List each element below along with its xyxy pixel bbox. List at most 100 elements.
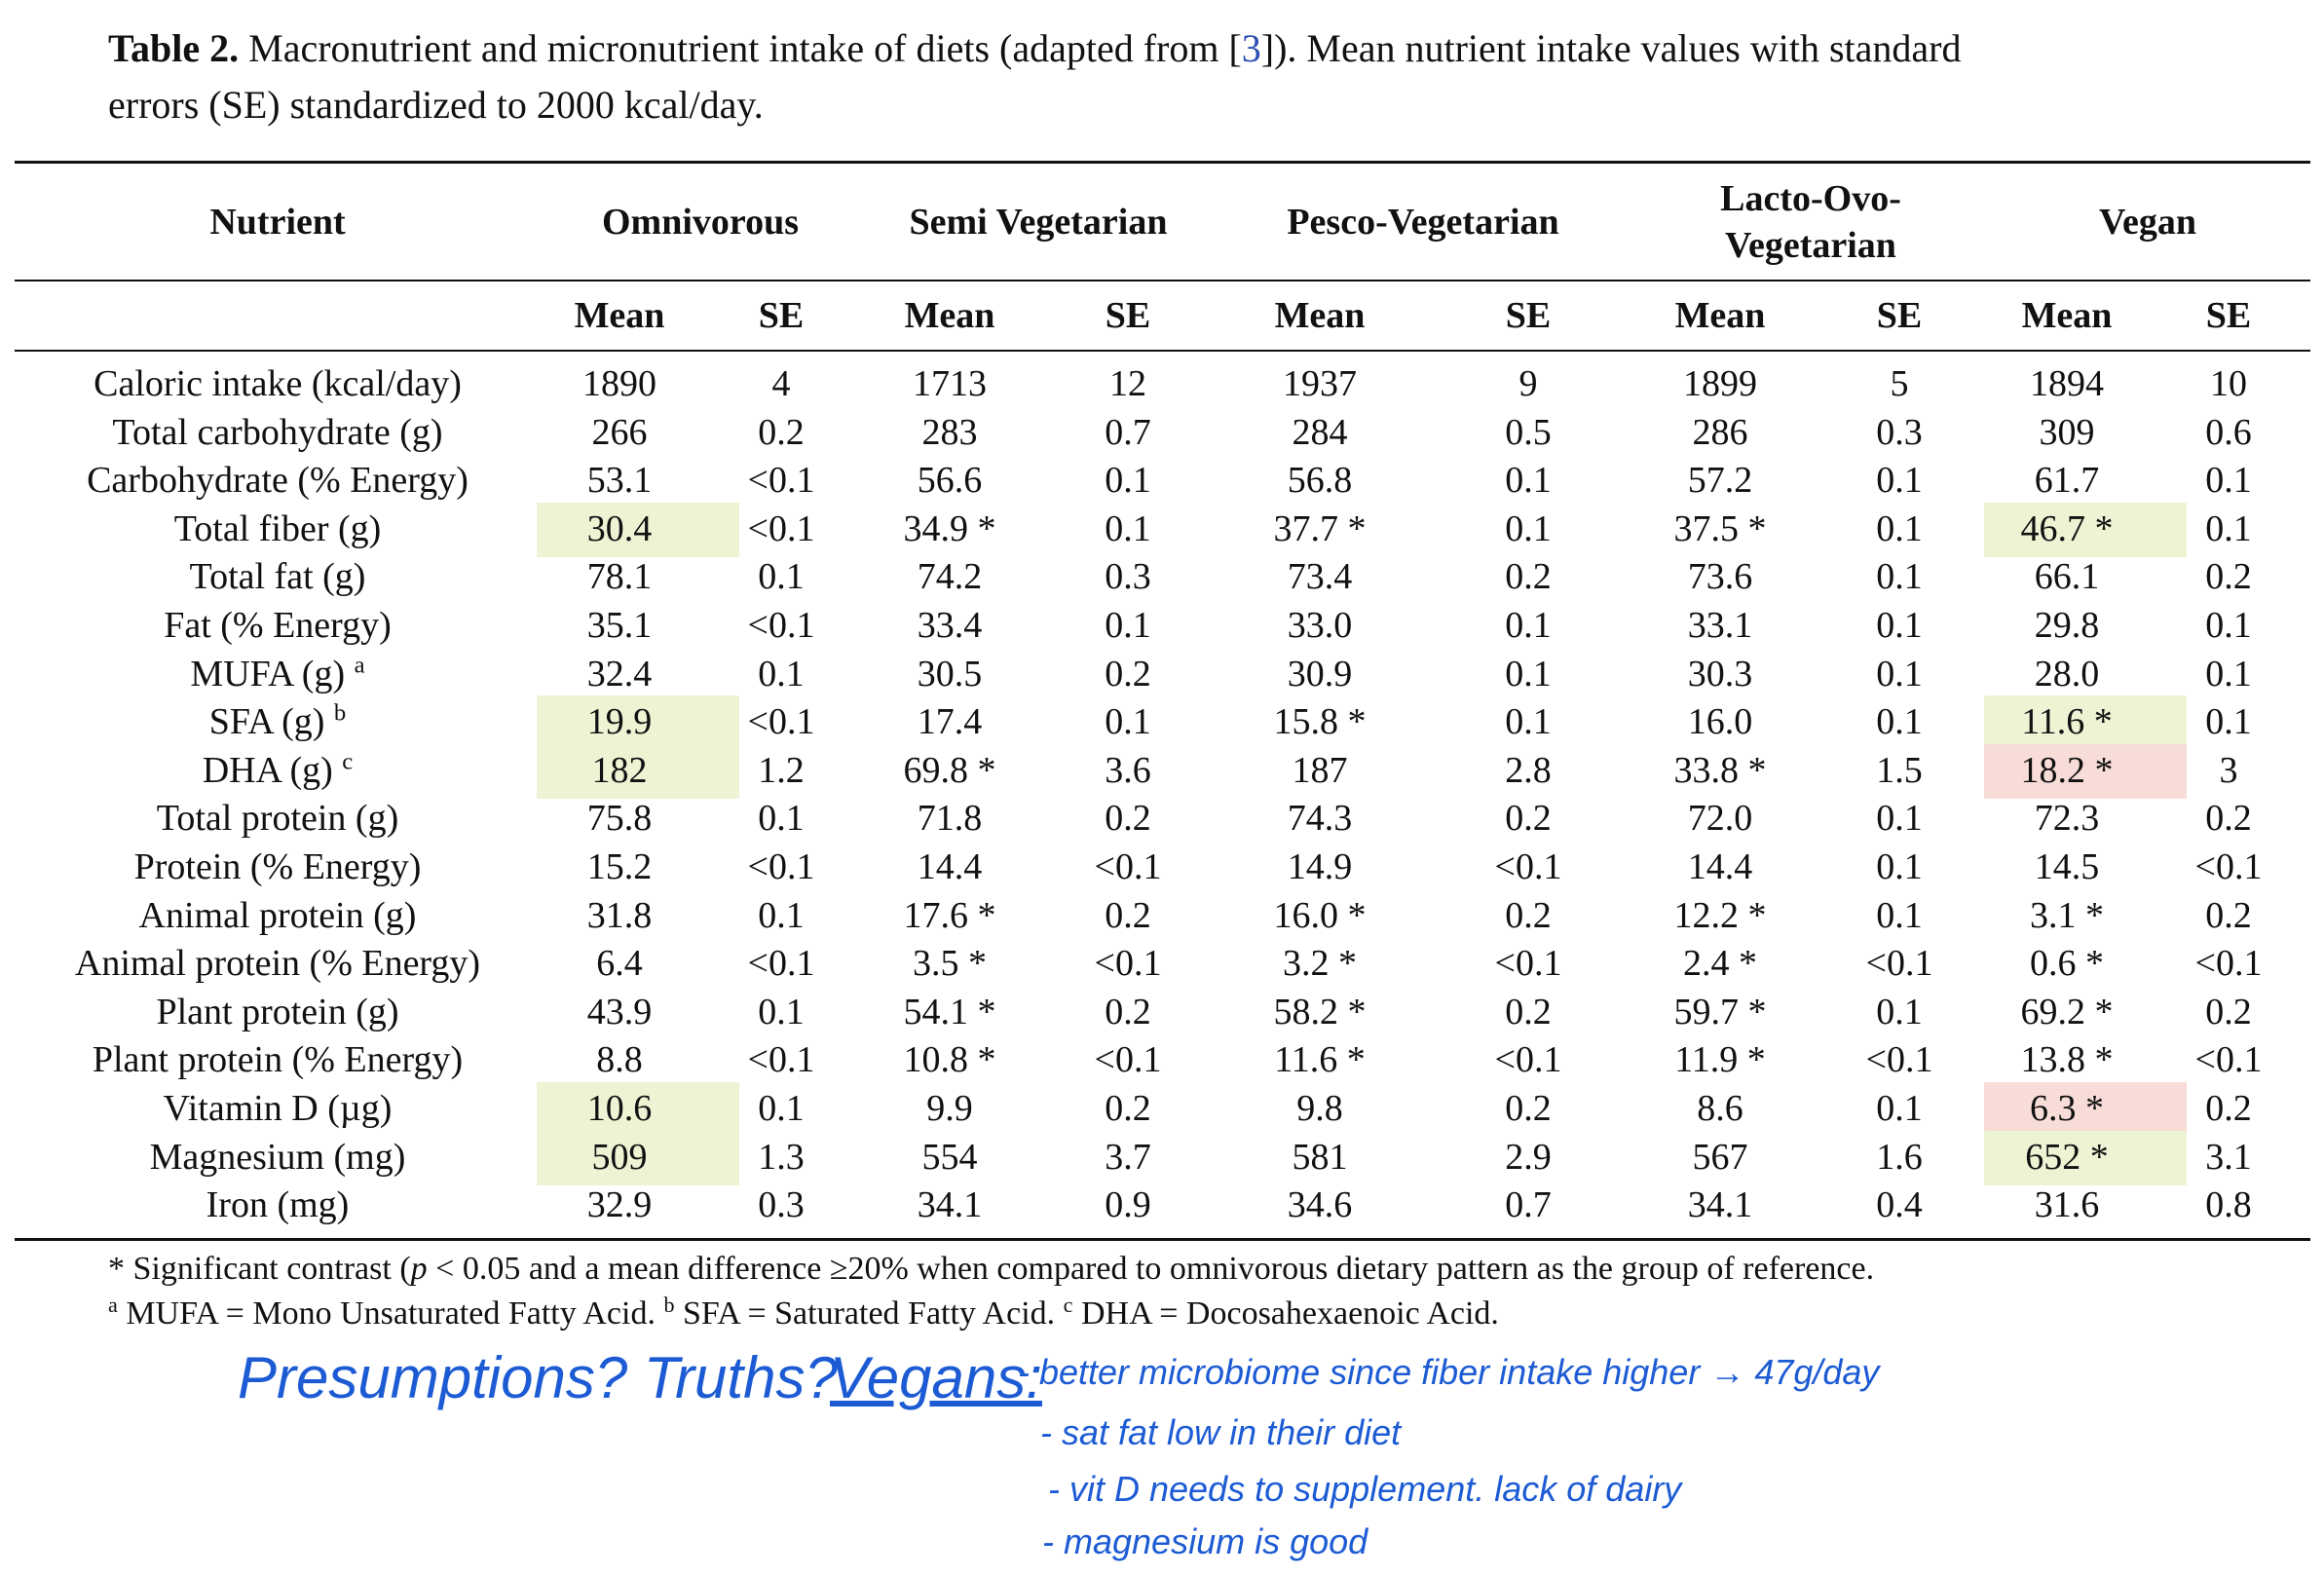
subheader-rule <box>15 350 2310 352</box>
table-cell: 1.2 <box>758 749 805 791</box>
table-cell: 0.2 <box>1505 798 1552 840</box>
table-cell: 0.1 <box>1876 605 1923 646</box>
table-cell: 0.1 <box>1505 460 1552 502</box>
table-cell: 1890 <box>582 363 656 404</box>
table-cell: 0.3 <box>1105 556 1151 598</box>
table-cell: 2.8 <box>1505 749 1552 791</box>
table-cell: 37.5 * <box>1673 507 1767 549</box>
nutrient-name: DHA (g) <box>202 749 333 791</box>
table-cell: 0.1 <box>758 991 805 1032</box>
footnote-mark: b <box>333 699 347 727</box>
table-cell: 11.9 * <box>1674 1039 1766 1081</box>
table-cell: 0.1 <box>1105 507 1151 549</box>
row-label: Fat (% Energy) <box>164 604 392 647</box>
table-cell: 30.9 <box>1287 653 1353 694</box>
table-cell: 17.4 <box>917 701 983 743</box>
table-cell: <0.1 <box>747 846 815 887</box>
table-cell: <0.1 <box>747 943 815 985</box>
table-cell: 31.8 <box>586 894 653 936</box>
table-cell: 30.3 <box>1687 653 1753 694</box>
nutrient-name: Vitamin D (µg) <box>163 1088 393 1129</box>
footnote-text: * Significant contrast ( <box>108 1251 411 1287</box>
table-cell: 0.6 * <box>2030 943 2104 985</box>
table-cell: 0.1 <box>1876 991 1923 1032</box>
table-cell: <0.1 <box>1494 943 1562 985</box>
table-cell: 0.2 <box>1105 798 1151 840</box>
nutrient-name: SFA (g) <box>208 701 325 743</box>
table-cell: 3.5 * <box>913 943 987 985</box>
table-cell: 12.2 * <box>1673 894 1767 936</box>
table-cell: <0.1 <box>2194 1039 2263 1081</box>
nutrient-name: Plant protein (% Energy) <box>92 1039 464 1081</box>
row-label: Protein (% Energy) <box>134 845 422 888</box>
table-cell: 16.0 <box>1687 701 1753 743</box>
table-cell: 5 <box>1890 363 1909 404</box>
nutrient-name: Carbohydrate (% Energy) <box>87 460 469 502</box>
row-label: Caloric intake (kcal/day) <box>94 362 462 405</box>
table-cell: <0.1 <box>747 1039 815 1081</box>
row-label: Plant protein (g) <box>156 991 398 1033</box>
table-cell: 11.6 * <box>1274 1039 1366 1081</box>
footnote-symbol: p <box>410 1251 428 1287</box>
table-cell: 0.1 <box>1876 846 1923 887</box>
table-cell: 46.7 * <box>2020 507 2114 549</box>
table-cell: 0.1 <box>2205 653 2252 694</box>
table-cell: 56.6 <box>917 460 983 502</box>
nutrient-name: Total fat (g) <box>189 556 366 598</box>
table-cell: 0.1 <box>1505 507 1552 549</box>
subheader: SE <box>2205 295 2252 336</box>
table-cell: 187 <box>1292 749 1348 791</box>
table-cell: 10.6 <box>586 1088 653 1129</box>
table-cell: 9.8 <box>1296 1088 1343 1129</box>
table-cell: 283 <box>921 411 978 453</box>
table-cell: 286 <box>1692 411 1748 453</box>
caption-line: errors (SE) standardized to 2000 kcal/da… <box>108 82 764 128</box>
table-cell: 72.0 <box>1687 798 1753 840</box>
caption-text: errors (SE) standardized to 2000 kcal/da… <box>108 83 764 127</box>
row-label: Magnesium (mg) <box>150 1136 406 1179</box>
nutrient-name: Animal protein (g) <box>138 894 417 936</box>
table-cell: 72.3 <box>2034 798 2100 840</box>
table-cell: 0.2 <box>1505 1088 1552 1129</box>
table-cell: 3.6 <box>1105 749 1151 791</box>
table-cell: 652 * <box>2025 1136 2109 1178</box>
subheader: SE <box>1105 295 1151 336</box>
handwritten-point: - sat fat low in their diet <box>1040 1412 1402 1452</box>
table-cell: 0.1 <box>1876 653 1923 694</box>
nutrient-name: Fat (% Energy) <box>164 605 392 646</box>
table-cell: 0.1 <box>2205 605 2252 646</box>
table-cell: 1937 <box>1283 363 1357 404</box>
table-cell: 10 <box>2210 363 2247 404</box>
table-cell: 0.7 <box>1505 1184 1552 1226</box>
table-cell: 30.5 <box>917 653 983 694</box>
table-cell: 37.7 * <box>1273 507 1367 549</box>
table-cell: 69.2 * <box>2020 991 2114 1032</box>
row-label: Animal protein (% Energy) <box>75 942 480 985</box>
nutrient-name: MUFA (g) <box>190 653 346 694</box>
row-label: Total fat (g) <box>190 555 366 598</box>
nutrient-name: Plant protein (g) <box>156 991 399 1032</box>
row-label: Plant protein (% Energy) <box>93 1038 463 1081</box>
table-cell: 3 <box>2219 749 2238 791</box>
table-cell: 16.0 * <box>1273 894 1367 936</box>
table-cell: 0.9 <box>1105 1184 1151 1226</box>
table-cell: 28.0 <box>2034 653 2100 694</box>
table-cell: 0.2 <box>2205 1088 2252 1129</box>
caption-label: Table 2. <box>108 26 240 70</box>
table-cell: 266 <box>591 411 648 453</box>
cell-highlight <box>1984 502 2187 557</box>
caption-ref[interactable]: 3 <box>1241 26 1261 70</box>
table-cell: 18.2 * <box>2020 749 2114 791</box>
caption-line: Table 2. Macronutrient and micronutrient… <box>108 25 1961 71</box>
nutrient-name: Total protein (g) <box>156 798 399 840</box>
footnote-text: SFA = Saturated Fatty Acid. <box>674 1295 1064 1332</box>
table-cell: 66.1 <box>2034 556 2100 598</box>
table-cell: 0.1 <box>2205 507 2252 549</box>
table-cell: 4 <box>771 363 791 404</box>
table-cell: 0.1 <box>1105 460 1151 502</box>
cell-highlight <box>1984 1082 2187 1137</box>
table-cell: 78.1 <box>586 556 653 598</box>
table-cell: 33.0 <box>1287 605 1353 646</box>
table-cell: 0.1 <box>1876 701 1923 743</box>
